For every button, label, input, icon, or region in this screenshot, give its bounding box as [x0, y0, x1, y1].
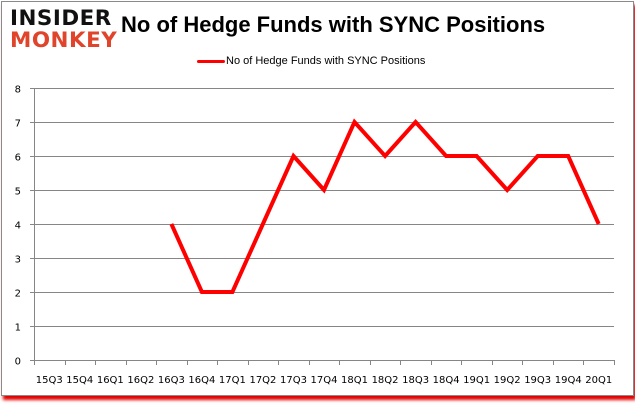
- y-tick-label: 3: [15, 255, 21, 266]
- x-axis-ticks: 15Q3 15Q4 16Q1 16Q2 16Q3 16Q4 17Q1 17Q2 17Q3 17Q4…: [36, 375, 612, 386]
- x-tick-label: 19Q4: [555, 375, 582, 386]
- x-tick-label: 18Q1: [341, 375, 368, 386]
- chart-legend: No of Hedge Funds with SYNC Positions: [197, 54, 425, 68]
- y-tick-label: 1: [15, 323, 21, 334]
- chart-title: No of Hedge Funds with SYNC Positions: [121, 12, 546, 37]
- chart-frame: [1, 1, 634, 396]
- x-tick-label: 18Q4: [433, 375, 460, 386]
- x-tick-label: 17Q2: [249, 375, 276, 386]
- x-tick-label: 16Q1: [97, 375, 124, 386]
- y-axis-ticks: 0 1 2 3 4 5 6 7 8: [15, 85, 21, 368]
- x-tick-label: 18Q3: [402, 375, 429, 386]
- y-tick-label: 2: [15, 289, 21, 300]
- y-tick-label: 5: [15, 187, 21, 198]
- x-tick-label: 19Q1: [463, 375, 490, 386]
- y-tick-label: 7: [15, 119, 21, 130]
- x-tick-label: 19Q3: [524, 375, 551, 386]
- insider-monkey-logo: INSIDER MONKEY: [10, 5, 118, 52]
- gridlines: [34, 88, 614, 327]
- x-tick-label: 19Q2: [494, 375, 521, 386]
- legend-line-swatch-icon: [197, 59, 225, 63]
- logo-line-insider: INSIDER: [10, 6, 112, 30]
- y-tick-label: 6: [15, 153, 21, 164]
- logo-line-monkey: MONKEY: [10, 28, 118, 52]
- x-tick-label: 15Q4: [66, 375, 93, 386]
- legend-label: No of Hedge Funds with SYNC Positions: [226, 55, 426, 67]
- series-line: [169, 118, 601, 294]
- x-tick-label: 16Q4: [188, 375, 215, 386]
- x-tick-label: 17Q1: [219, 375, 246, 386]
- x-tick-label: 20Q1: [585, 375, 612, 386]
- y-tick-label: 8: [15, 85, 21, 96]
- y-tick-label: 4: [15, 221, 21, 232]
- y-tick-label: 0: [15, 357, 21, 368]
- x-tick-label: 16Q2: [127, 375, 154, 386]
- axes: [30, 88, 615, 365]
- x-tick-label: 18Q2: [372, 375, 399, 386]
- x-tick-label: 16Q3: [158, 375, 185, 386]
- x-tick-label: 15Q3: [36, 375, 63, 386]
- x-tick-label: 17Q3: [280, 375, 307, 386]
- x-tick-label: 17Q4: [311, 375, 338, 386]
